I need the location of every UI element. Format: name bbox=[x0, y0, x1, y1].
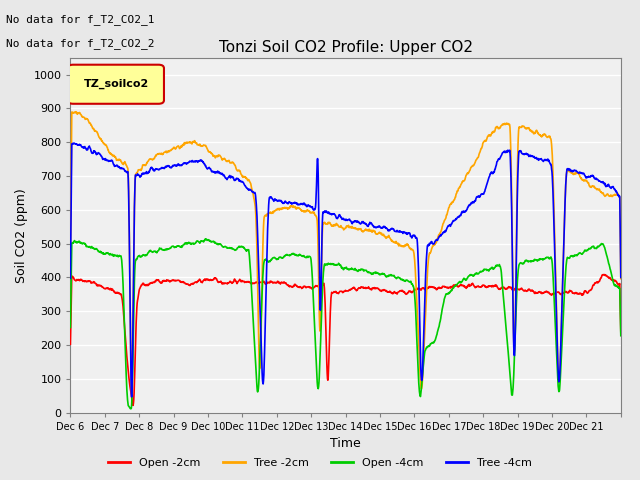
FancyBboxPatch shape bbox=[68, 65, 164, 104]
Text: No data for f_T2_CO2_1: No data for f_T2_CO2_1 bbox=[6, 14, 155, 25]
Y-axis label: Soil CO2 (ppm): Soil CO2 (ppm) bbox=[15, 188, 28, 283]
Title: Tonzi Soil CO2 Profile: Upper CO2: Tonzi Soil CO2 Profile: Upper CO2 bbox=[219, 40, 472, 55]
Legend: Open -2cm, Tree -2cm, Open -4cm, Tree -4cm: Open -2cm, Tree -2cm, Open -4cm, Tree -4… bbox=[104, 453, 536, 472]
X-axis label: Time: Time bbox=[330, 437, 361, 450]
Text: No data for f_T2_CO2_2: No data for f_T2_CO2_2 bbox=[6, 38, 155, 49]
Text: TZ_soilco2: TZ_soilco2 bbox=[83, 79, 148, 89]
